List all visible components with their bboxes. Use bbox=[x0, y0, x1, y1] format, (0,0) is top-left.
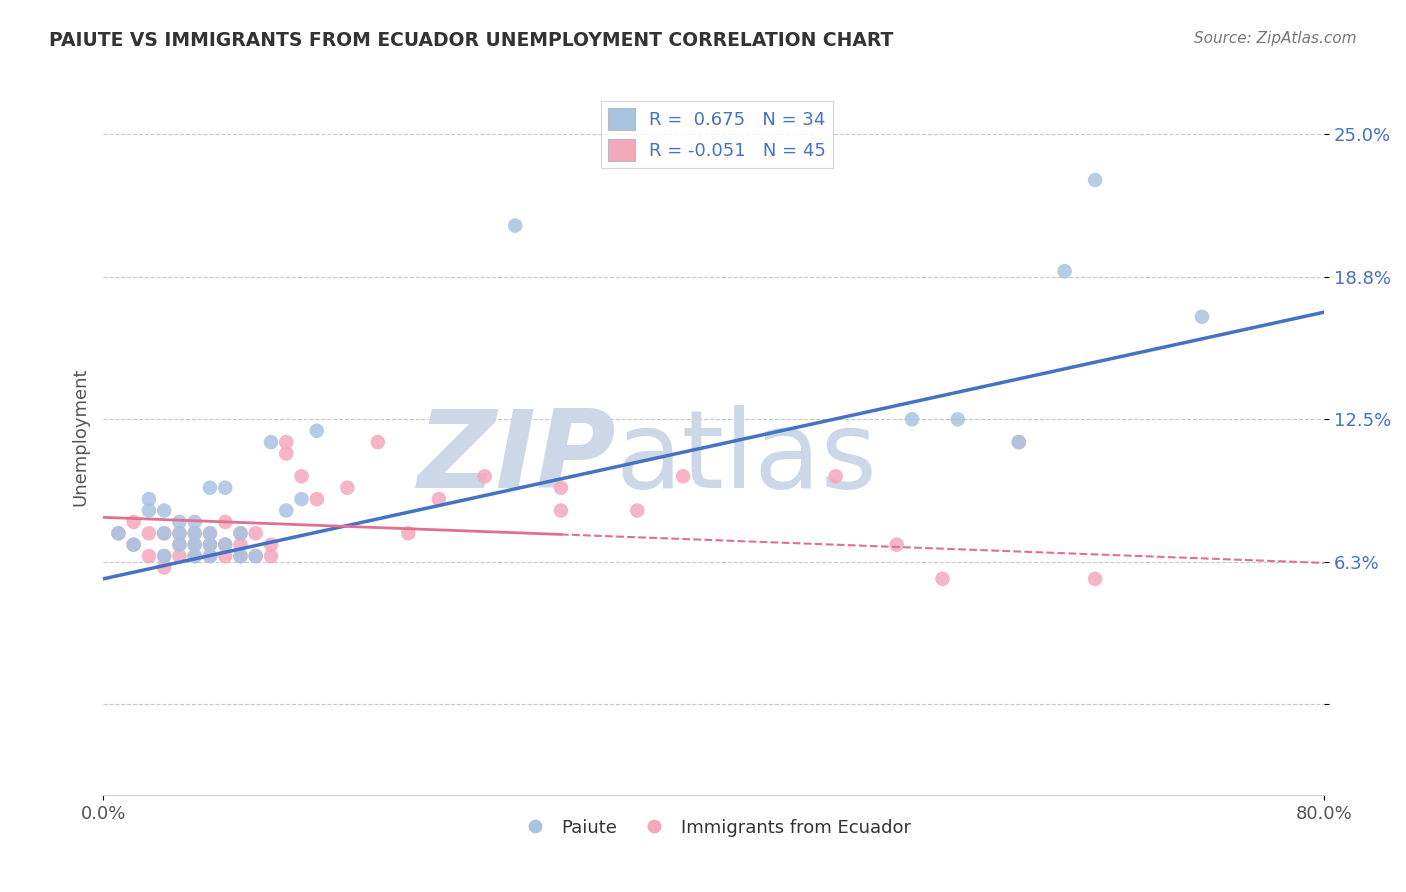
Point bbox=[198, 538, 221, 552]
Point bbox=[214, 538, 236, 552]
Point bbox=[198, 526, 221, 541]
Point bbox=[214, 538, 236, 552]
Point bbox=[886, 538, 908, 552]
Point bbox=[1084, 572, 1107, 586]
Point bbox=[183, 515, 205, 529]
Point bbox=[229, 526, 252, 541]
Point bbox=[1191, 310, 1213, 324]
Point bbox=[122, 538, 145, 552]
Y-axis label: Unemployment: Unemployment bbox=[72, 368, 89, 506]
Point bbox=[169, 526, 191, 541]
Point bbox=[245, 526, 267, 541]
Point bbox=[169, 515, 191, 529]
Point bbox=[229, 526, 252, 541]
Point bbox=[198, 526, 221, 541]
Point bbox=[260, 538, 283, 552]
Point bbox=[214, 481, 236, 495]
Point bbox=[138, 526, 160, 541]
Point bbox=[198, 481, 221, 495]
Point bbox=[367, 435, 389, 450]
Point bbox=[290, 469, 312, 483]
Point bbox=[107, 526, 129, 541]
Point bbox=[138, 549, 160, 563]
Point bbox=[153, 549, 176, 563]
Point bbox=[198, 549, 221, 563]
Point bbox=[169, 538, 191, 552]
Point bbox=[138, 492, 160, 507]
Point bbox=[1084, 173, 1107, 187]
Point bbox=[183, 526, 205, 541]
Text: atlas: atlas bbox=[616, 405, 877, 511]
Point bbox=[290, 492, 312, 507]
Point bbox=[107, 526, 129, 541]
Legend: Paiute, Immigrants from Ecuador: Paiute, Immigrants from Ecuador bbox=[509, 812, 918, 844]
Point bbox=[153, 526, 176, 541]
Point bbox=[169, 549, 191, 563]
Point bbox=[260, 435, 283, 450]
Point bbox=[169, 538, 191, 552]
Point bbox=[427, 492, 450, 507]
Point bbox=[1008, 435, 1031, 450]
Point bbox=[122, 515, 145, 529]
Point bbox=[183, 538, 205, 552]
Point bbox=[672, 469, 695, 483]
Point bbox=[183, 538, 205, 552]
Point bbox=[276, 435, 298, 450]
Point bbox=[214, 515, 236, 529]
Point bbox=[169, 526, 191, 541]
Text: PAIUTE VS IMMIGRANTS FROM ECUADOR UNEMPLOYMENT CORRELATION CHART: PAIUTE VS IMMIGRANTS FROM ECUADOR UNEMPL… bbox=[49, 31, 894, 50]
Point bbox=[550, 481, 572, 495]
Point bbox=[229, 538, 252, 552]
Point bbox=[183, 549, 205, 563]
Text: Source: ZipAtlas.com: Source: ZipAtlas.com bbox=[1194, 31, 1357, 46]
Point bbox=[245, 549, 267, 563]
Point bbox=[260, 549, 283, 563]
Point bbox=[474, 469, 496, 483]
Point bbox=[183, 526, 205, 541]
Point bbox=[138, 503, 160, 517]
Point bbox=[198, 549, 221, 563]
Point bbox=[503, 219, 526, 233]
Text: ZIP: ZIP bbox=[418, 405, 616, 511]
Point bbox=[305, 424, 328, 438]
Point bbox=[550, 503, 572, 517]
Point bbox=[245, 549, 267, 563]
Point bbox=[153, 526, 176, 541]
Point bbox=[1008, 435, 1031, 450]
Point bbox=[183, 549, 205, 563]
Point bbox=[396, 526, 419, 541]
Point bbox=[153, 560, 176, 574]
Point bbox=[901, 412, 924, 426]
Point bbox=[198, 538, 221, 552]
Point bbox=[122, 538, 145, 552]
Point bbox=[229, 549, 252, 563]
Point bbox=[153, 503, 176, 517]
Point bbox=[336, 481, 359, 495]
Point bbox=[276, 446, 298, 460]
Point bbox=[153, 549, 176, 563]
Point bbox=[946, 412, 969, 426]
Point bbox=[1053, 264, 1076, 278]
Point bbox=[276, 503, 298, 517]
Point bbox=[229, 549, 252, 563]
Point bbox=[931, 572, 953, 586]
Point bbox=[214, 549, 236, 563]
Point bbox=[626, 503, 648, 517]
Point bbox=[305, 492, 328, 507]
Point bbox=[824, 469, 846, 483]
